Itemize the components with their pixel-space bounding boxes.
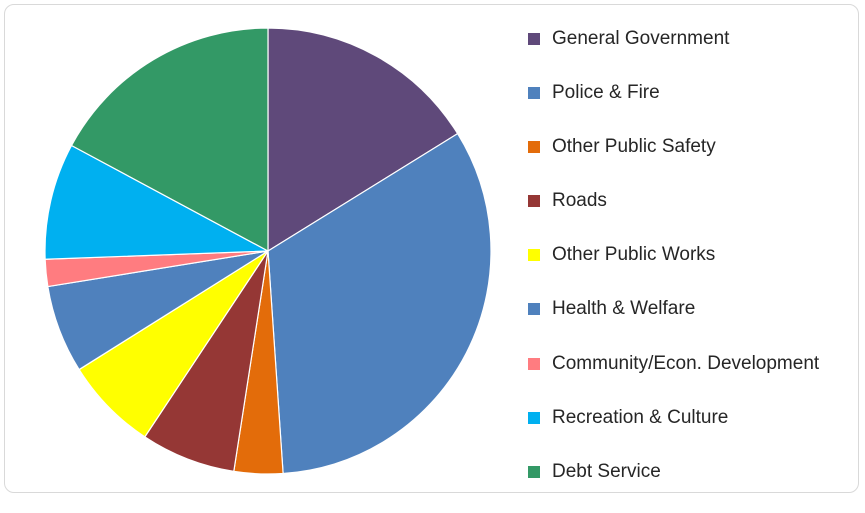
legend-swatch — [528, 249, 540, 262]
legend-item: Other Public Works — [528, 242, 819, 269]
pie-chart — [44, 27, 492, 475]
legend-swatch — [528, 32, 540, 45]
legend-swatch — [528, 357, 540, 370]
legend-label: Debt Service — [552, 461, 661, 482]
legend-swatch — [528, 140, 540, 153]
legend-swatch — [528, 86, 540, 99]
legend-item: Roads — [528, 188, 819, 215]
legend: General Government Police & Fire Other Pub… — [528, 25, 819, 513]
legend-label: Police & Fire — [552, 81, 660, 103]
legend-label: Other Public Safety — [552, 135, 716, 157]
legend-item: Recreation & Culture — [528, 404, 819, 431]
legend-swatch — [528, 303, 540, 316]
legend-label: Recreation & Culture — [552, 406, 729, 428]
legend-item: Community/Econ. Development — [528, 350, 819, 377]
pie-slice-9 — [70, 27, 269, 252]
legend-label: Roads — [552, 190, 607, 212]
legend-item: Health & Welfare — [528, 296, 819, 323]
legend-swatch — [528, 411, 540, 424]
pie-slice-8 — [44, 144, 269, 260]
legend-swatch — [528, 466, 540, 478]
legend-label: Health & Welfare — [552, 298, 696, 320]
pie-slice-2 — [267, 133, 492, 475]
legend-item: Debt Service — [528, 459, 819, 486]
legend-swatch — [528, 195, 540, 208]
legend-item: Police & Fire — [528, 79, 819, 106]
pie-slices — [44, 27, 492, 475]
legend-item: Other Public Safety — [528, 133, 819, 160]
legend-label: Other Public Works — [552, 244, 716, 266]
legend-label: Community/Econ. Development — [552, 352, 820, 374]
pie-slice-1 — [267, 27, 459, 252]
legend-item: General Government — [528, 25, 819, 52]
legend-label: General Government — [552, 27, 730, 49]
